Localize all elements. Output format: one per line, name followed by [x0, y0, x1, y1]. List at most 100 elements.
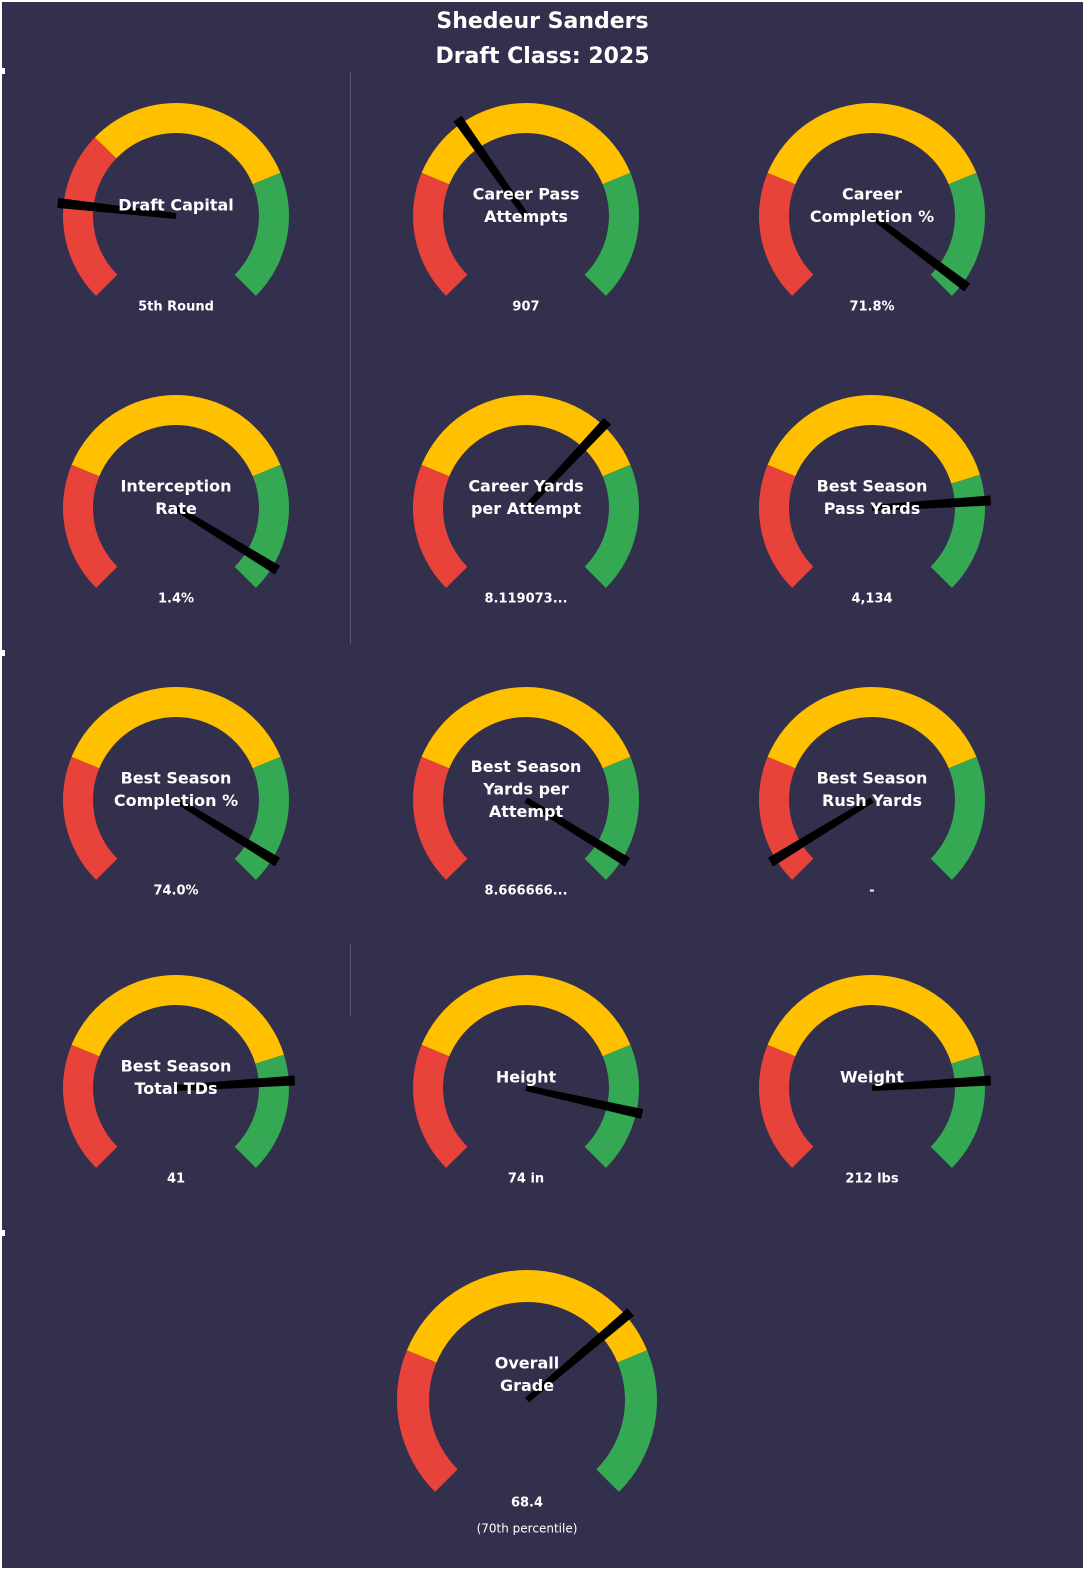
gauge-label: Rush Yards — [822, 791, 922, 810]
best-season-yards-per-attempt-gauge: Best Season Yards per Attempt 8.666666... — [412, 687, 639, 899]
best-season-completion-pct-gauge: Best Season Completion % 74.0% — [62, 687, 289, 899]
gauge-label: Rate — [155, 499, 197, 518]
height-gauge: Height 74 in — [412, 975, 644, 1187]
gauge-label: Weight — [840, 1068, 904, 1087]
gauge-label: Pass Yards — [824, 499, 921, 518]
gauge-value: 74 in — [508, 1172, 544, 1187]
left-edge-divider — [2, 650, 5, 656]
green-band — [234, 172, 289, 296]
column-divider — [350, 72, 351, 644]
gauge-label: Overall — [495, 1353, 560, 1372]
gauge-label: Completion % — [810, 207, 934, 226]
yellow-band — [71, 395, 281, 477]
column-divider — [350, 944, 351, 1016]
yellow-band — [421, 687, 631, 769]
red-band — [62, 756, 118, 880]
needle — [523, 417, 612, 511]
red-band — [413, 172, 468, 296]
gauge-value: 41 — [167, 1172, 185, 1187]
green-band — [584, 172, 640, 296]
red-band — [759, 464, 814, 588]
gauge-label: Best Season — [121, 1056, 232, 1075]
draft-capital-gauge: Draft Capital 5th Round — [57, 103, 289, 315]
gauge-label: Best Season — [817, 476, 928, 495]
green-band — [930, 1054, 985, 1168]
overall-grade-gauge: Overall Grade 68.4 (70th percentile) — [396, 1270, 657, 1536]
yellow-band — [421, 975, 631, 1057]
best-season-pass-yards-gauge: Best Season Pass Yards 4,134 — [759, 394, 992, 607]
gauge-label: Best Season — [121, 768, 232, 787]
gauge-value: 907 — [512, 300, 539, 315]
needle — [524, 797, 631, 867]
yellow-band — [406, 1270, 648, 1363]
needle — [175, 1075, 296, 1091]
yellow-band — [421, 103, 631, 185]
gauge-value: 74.0% — [153, 884, 198, 899]
needle — [871, 1075, 992, 1091]
yellow-band — [71, 687, 281, 769]
needle — [174, 797, 281, 867]
gauge-label: Draft Capital — [118, 196, 234, 215]
yellow-band — [71, 974, 285, 1064]
player-name-title: Shedeur Sanders — [436, 9, 649, 34]
red-band — [759, 172, 814, 296]
red-band — [759, 1044, 814, 1168]
gauge-value: 4,134 — [851, 592, 892, 607]
needle — [767, 797, 874, 867]
gauge-label: Attempt — [489, 802, 564, 821]
needle — [525, 1085, 644, 1119]
yellow-band — [767, 103, 977, 185]
draft-class-title: Draft Class: 2025 — [435, 44, 650, 69]
interception-rate-gauge: Interception Rate 1.4% — [63, 395, 289, 607]
career-completion-pct-gauge: Career Completion % 71.8% — [759, 103, 986, 315]
yellow-band — [767, 974, 981, 1064]
red-band — [413, 464, 468, 588]
gauge-label: Career — [842, 184, 902, 203]
gauge-value: 5th Round — [138, 300, 214, 315]
left-edge-divider — [2, 1230, 5, 1236]
gauge-label: Total TDs — [135, 1079, 218, 1098]
green-band — [584, 756, 639, 880]
green-band — [930, 474, 985, 588]
red-band — [63, 464, 118, 588]
green-band — [234, 464, 289, 588]
gauge-value: 68.4 — [511, 1496, 543, 1511]
gauge-label: Career Yards — [468, 476, 583, 495]
gauge-label: Best Season — [471, 757, 582, 776]
best-season-total-tds-gauge: Best Season Total TDs 41 — [62, 974, 296, 1187]
red-band — [396, 1350, 458, 1492]
red-band — [62, 1044, 118, 1168]
career-pass-attempts-gauge: Career Pass Attempts 907 — [413, 103, 640, 315]
gauge-label: Completion % — [114, 791, 238, 810]
green-band — [234, 1054, 289, 1168]
gauge-value: 71.8% — [849, 300, 894, 315]
green-band — [584, 464, 639, 588]
red-band — [759, 756, 814, 880]
green-band — [930, 756, 985, 880]
best-season-rush-yards-gauge: Best Season Rush Yards - — [759, 687, 985, 899]
green-band — [596, 1350, 657, 1492]
gauge-value: 1.4% — [158, 592, 194, 607]
gauge-value: 212 lbs — [845, 1172, 898, 1187]
gauge-value: 8.666666... — [484, 884, 567, 899]
gauge-label: Height — [496, 1068, 557, 1087]
needle — [871, 495, 992, 511]
gauge-value: - — [869, 884, 874, 899]
needle — [453, 115, 529, 218]
gauge-label: per Attempt — [471, 499, 581, 518]
gauge-label: Best Season — [817, 768, 928, 787]
red-band — [412, 756, 468, 880]
needle — [525, 1308, 634, 1403]
red-band — [412, 1044, 468, 1168]
gauge-label: Grade — [500, 1376, 554, 1395]
red-band — [63, 137, 118, 296]
yellow-band — [767, 394, 981, 484]
green-band — [234, 756, 289, 880]
gauge-value: 8.119073... — [484, 592, 567, 607]
gauge-label: Interception — [120, 476, 231, 495]
needle — [870, 213, 971, 292]
needle — [57, 197, 177, 219]
gauge-subtext: (70th percentile) — [477, 1522, 578, 1536]
